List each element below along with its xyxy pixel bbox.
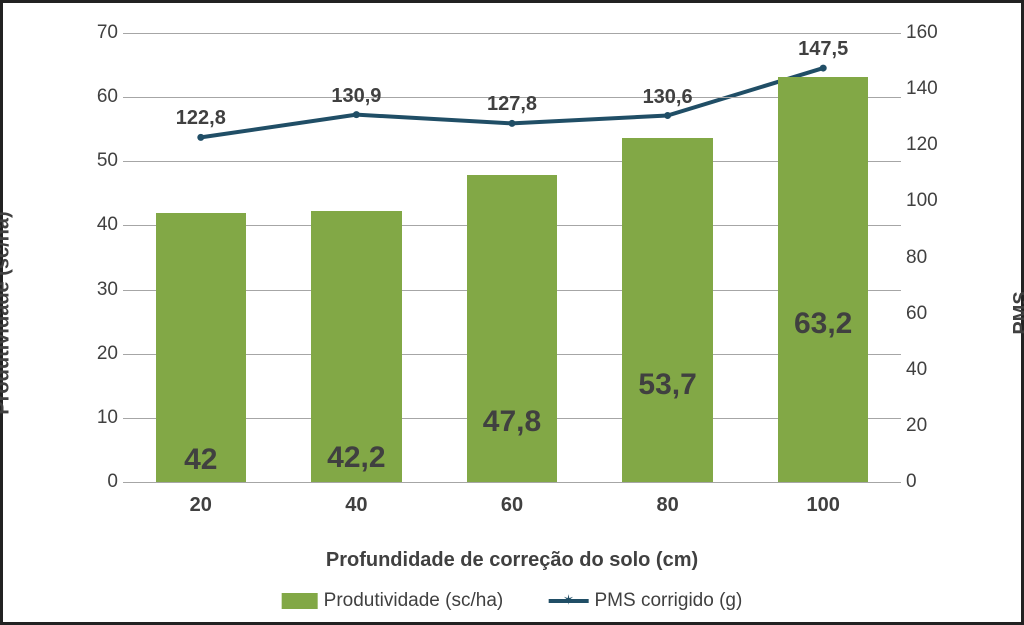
y-right-tick-label: 20 <box>906 415 951 437</box>
bar: 53,7 <box>622 138 712 482</box>
y-left-tick-label: 40 <box>78 214 118 236</box>
y-right-tick-label: 100 <box>906 190 951 212</box>
bar-value-label: 42 <box>184 443 217 477</box>
y-axis-left-title: Produtividade (sc/ha) <box>0 211 15 414</box>
bar-value-label: 42,2 <box>327 441 385 475</box>
bar: 63,2 <box>778 77 868 482</box>
y-left-tick-label: 20 <box>78 343 118 365</box>
y-right-tick-label: 0 <box>906 471 951 493</box>
x-tick-label: 60 <box>501 494 523 517</box>
bar: 42 <box>156 213 246 482</box>
gridline <box>123 482 901 483</box>
legend-swatch-line <box>549 599 589 603</box>
x-tick-label: 20 <box>190 494 212 517</box>
legend-label-line: PMS corrigido (g) <box>595 590 743 611</box>
plot-area: 0102030405060700204060801001201401604220… <box>123 33 901 482</box>
bar: 42,2 <box>311 211 401 482</box>
legend-label-bars: Produtividade (sc/ha) <box>324 590 504 611</box>
gridline <box>123 33 901 34</box>
y-right-tick-label: 40 <box>906 359 951 381</box>
bar-value-label: 47,8 <box>483 405 541 439</box>
line-point-label: 130,6 <box>643 86 693 109</box>
y-left-tick-label: 30 <box>78 279 118 301</box>
y-right-tick-label: 80 <box>906 247 951 269</box>
y-right-tick-label: 120 <box>906 134 951 156</box>
line-marker <box>197 134 204 141</box>
x-tick-label: 100 <box>807 494 840 517</box>
line-marker <box>820 65 827 72</box>
y-left-tick-label: 10 <box>78 407 118 429</box>
y-left-tick-label: 70 <box>78 22 118 44</box>
line-marker <box>353 111 360 118</box>
y-left-tick-label: 0 <box>78 471 118 493</box>
x-tick-label: 80 <box>656 494 678 517</box>
legend-item-bars: Produtividade (sc/ha) <box>282 590 504 612</box>
y-left-tick-label: 60 <box>78 86 118 108</box>
legend-item-line: PMS corrigido (g) <box>549 590 743 612</box>
bar-value-label: 63,2 <box>794 307 852 341</box>
line-point-label: 147,5 <box>798 38 848 61</box>
line-point-label: 127,8 <box>487 93 537 116</box>
chart-container: Produtividade (sc/ha) PMS Profundidade d… <box>0 0 1024 625</box>
x-tick-label: 40 <box>345 494 367 517</box>
legend-swatch-bar <box>282 593 318 609</box>
y-left-tick-label: 50 <box>78 150 118 172</box>
line-point-label: 122,8 <box>176 107 226 130</box>
bar: 47,8 <box>467 175 557 482</box>
y-axis-right-title: PMS <box>1010 291 1024 334</box>
line-marker <box>664 112 671 119</box>
y-right-tick-label: 160 <box>906 22 951 44</box>
line-point-label: 130,9 <box>331 85 381 108</box>
y-right-tick-label: 60 <box>906 303 951 325</box>
line-marker <box>509 120 516 127</box>
y-right-tick-label: 140 <box>906 78 951 100</box>
x-axis-title: Profundidade de correção do solo (cm) <box>326 549 698 572</box>
legend: Produtividade (sc/ha) PMS corrigido (g) <box>262 590 763 612</box>
bar-value-label: 53,7 <box>638 368 696 402</box>
chart-inner: 0102030405060700204060801001201401604220… <box>83 23 941 522</box>
